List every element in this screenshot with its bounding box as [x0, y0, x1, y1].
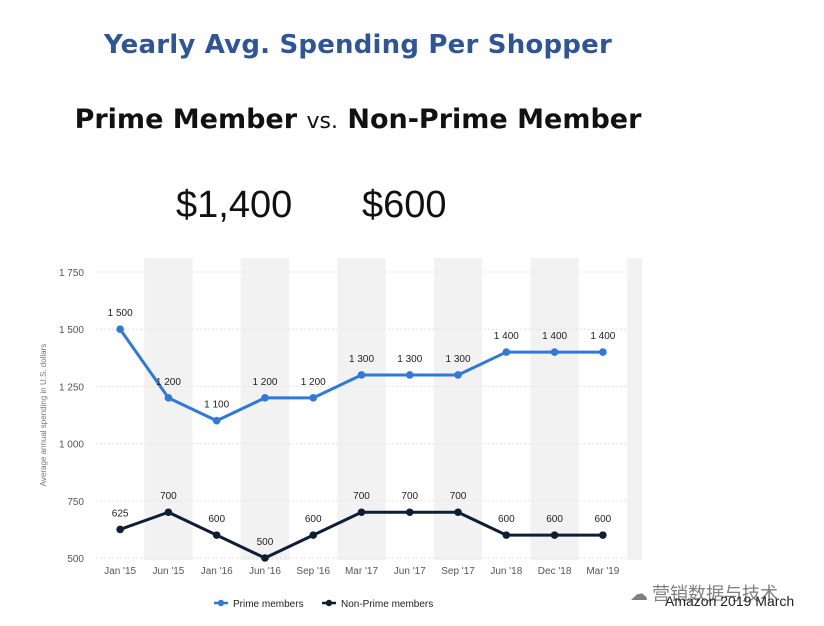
x-tick-label: Mar '17 — [345, 566, 378, 577]
data-label: 700 — [160, 491, 177, 502]
data-label: 1 400 — [494, 331, 519, 342]
data-label: 700 — [450, 491, 467, 502]
data-point — [164, 394, 173, 402]
data-label: 1 400 — [542, 331, 567, 342]
data-point — [599, 531, 607, 539]
data-label: 600 — [546, 514, 563, 525]
data-point — [357, 371, 366, 379]
data-label: 1 200 — [156, 377, 181, 388]
data-label: 500 — [257, 537, 274, 548]
data-point — [116, 525, 124, 534]
y-tick-label: 1 500 — [59, 325, 84, 336]
source-note: Amazon 2019 March — [665, 593, 795, 609]
data-label: 625 — [112, 508, 129, 519]
data-label: 1 300 — [349, 354, 374, 365]
x-tick-label: Jun '16 — [249, 566, 281, 577]
data-label: 1 400 — [590, 331, 615, 342]
data-point — [212, 416, 221, 425]
data-point — [502, 348, 511, 356]
legend-label: Prime members — [233, 599, 304, 610]
line-chart: 500 750 1 000 1 250 1 500 1 750 Jan '15 Jun '1… — [39, 258, 642, 610]
legend-item: Prime members — [214, 599, 304, 610]
data-label: 600 — [595, 514, 612, 525]
prime-value-highlight: $1,400 — [176, 184, 293, 226]
x-axis-ticks: Jan '15 Jun '15 Jan '16 Jun '16 Sep '16 Mar '… — [104, 566, 620, 577]
series-layer: 1 500 1 200 1 100 1 200 1 200 1 300 1 300 1 300… — [108, 308, 616, 562]
data-label: 1 200 — [252, 377, 277, 388]
data-point — [599, 348, 607, 356]
data-point — [405, 371, 414, 379]
data-point — [309, 531, 318, 539]
subtitle-non-prime: Non-Prime Member — [347, 104, 642, 135]
data-label: 600 — [305, 514, 322, 525]
gridlines — [96, 271, 627, 559]
data-point — [502, 531, 511, 539]
x-tick-label: Jun '15 — [152, 566, 184, 577]
background-band — [627, 258, 642, 560]
background-band — [240, 258, 290, 560]
chart-subtitle: Prime Member vs. Non-Prime Member — [0, 104, 716, 135]
y-axis-ticks: 500 750 1 000 1 250 1 500 1 750 — [59, 268, 84, 565]
x-tick-label: Jan '16 — [201, 566, 233, 577]
series-non-prime: 625 700 600 500 600 700 700 700 600 600 600 — [112, 491, 612, 562]
data-point — [116, 325, 124, 333]
subtitle-vs: vs. — [306, 109, 338, 134]
x-tick-label: Dec '18 — [538, 566, 572, 577]
legend-label: Non-Prime members — [341, 599, 433, 610]
y-tick-label: 750 — [67, 497, 84, 508]
data-point — [454, 371, 462, 379]
data-point — [550, 348, 559, 356]
data-label: 700 — [353, 491, 370, 502]
chart-title: Yearly Avg. Spending Per Shopper — [104, 30, 612, 60]
x-tick-label: Sep '17 — [441, 566, 475, 577]
data-point — [212, 531, 221, 539]
y-tick-label: 1 000 — [59, 440, 84, 451]
data-point — [164, 508, 173, 517]
subtitle-prime: Prime Member — [74, 104, 298, 135]
data-label: 600 — [498, 514, 515, 525]
background-bands — [144, 258, 642, 560]
watermark: ☁ 营销数据与技术 — [630, 580, 778, 606]
data-point — [454, 508, 462, 517]
data-point — [261, 394, 269, 402]
data-point — [309, 394, 318, 402]
data-label: 1 100 — [204, 400, 229, 411]
series-prime: 1 500 1 200 1 100 1 200 1 200 1 300 1 300 1 300… — [108, 308, 616, 425]
data-label: 1 500 — [108, 308, 133, 319]
watermark-text: 营销数据与技术 — [652, 584, 778, 605]
y-tick-label: 1 750 — [59, 268, 84, 279]
data-label: 1 300 — [397, 354, 422, 365]
x-tick-label: Jan '15 — [104, 566, 136, 577]
legend: Prime members Non-Prime members — [214, 599, 433, 610]
data-point — [261, 554, 269, 562]
background-band — [530, 258, 579, 560]
data-label: 600 — [208, 514, 225, 525]
data-label: 1 200 — [301, 377, 326, 388]
data-label: 1 300 — [446, 354, 471, 365]
y-tick-label: 1 250 — [59, 382, 84, 393]
legend-swatch-dot — [325, 599, 333, 607]
x-tick-label: Sep '16 — [296, 566, 330, 577]
data-point — [405, 508, 414, 517]
data-label: 700 — [401, 491, 418, 502]
legend-item: Non-Prime members — [322, 599, 433, 610]
data-point — [550, 531, 559, 539]
data-point — [357, 508, 366, 517]
legend-swatch-dot — [217, 599, 225, 607]
x-tick-label: Mar '19 — [586, 566, 619, 577]
y-axis-label: Average annual spending in U.S. dollars — [39, 344, 48, 487]
x-tick-label: Jun '17 — [394, 566, 426, 577]
y-tick-label: 500 — [67, 554, 84, 565]
wechat-icon: ☁ — [630, 584, 648, 605]
x-tick-label: Jun '18 — [490, 566, 522, 577]
non-prime-value-highlight: $600 — [362, 184, 447, 226]
